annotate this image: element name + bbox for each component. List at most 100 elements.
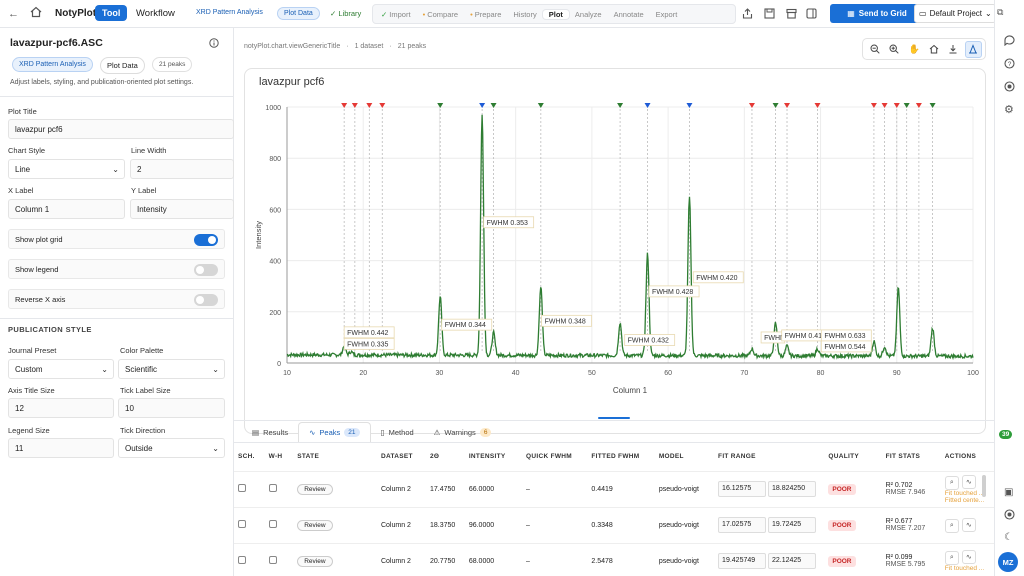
sch-checkbox[interactable] [238, 484, 246, 492]
sidebar-toggle-icon[interactable] [806, 8, 817, 19]
inspect-search-icon[interactable]: ⌕ [944, 551, 959, 566]
col-header[interactable]: FIT STATS [885, 453, 921, 461]
settings-gear-icon[interactable]: ⚙ [1004, 104, 1014, 116]
wh-checkbox[interactable] [268, 520, 277, 528]
reverse-x-toggle[interactable] [194, 294, 218, 306]
refit-pulse-icon[interactable]: ∿ [961, 517, 976, 532]
step-annotate[interactable]: Annotate [608, 10, 650, 19]
col-header[interactable]: MODEL [658, 453, 684, 461]
step-export[interactable]: Export [650, 10, 684, 19]
col-header[interactable]: ACTIONS [944, 453, 977, 461]
table-scrollbar[interactable] [982, 475, 986, 497]
info-icon[interactable] [209, 38, 219, 48]
sch-checkbox[interactable] [238, 556, 246, 565]
fit-range-end[interactable]: 18.824250 [768, 481, 816, 497]
wh-checkbox[interactable] [268, 484, 277, 492]
fit-range-start[interactable]: 17.02575 [718, 517, 767, 533]
legend-size-input[interactable]: 11 [8, 438, 114, 458]
open-external-icon[interactable]: ⧉ [997, 7, 1004, 17]
chip-plot-data[interactable]: Plot Data [100, 57, 145, 74]
review-button[interactable]: Review [297, 519, 333, 531]
line-width-input[interactable]: 2 [130, 159, 234, 179]
xrd-chart[interactable]: 0 200 400 600 800 1000 10 20 30 40 50 60 70 80 90 100 Co… [245, 69, 985, 433]
refit-pulse-icon[interactable]: ∿ [961, 474, 976, 489]
col-header[interactable]: FITTED FWHM [591, 453, 640, 461]
reverse-x-row[interactable]: Reverse X axis [8, 289, 225, 309]
col-header[interactable]: DATASET [380, 453, 413, 461]
wh-checkbox[interactable] [268, 556, 277, 565]
zoom-out-icon[interactable] [866, 41, 883, 58]
tab-results[interactable]: ▤ Results [242, 422, 298, 442]
refit-pulse-icon[interactable]: ∿ [961, 550, 976, 565]
fit-range-end[interactable]: 22.12425 [768, 553, 816, 570]
step-compare[interactable]: • Compare [422, 9, 459, 19]
tool-button[interactable]: Tool [95, 5, 128, 21]
step-import[interactable]: ✓ Import [381, 9, 411, 19]
step-analyze[interactable]: Analyze [569, 10, 608, 19]
col-header[interactable]: 2Θ [430, 453, 440, 461]
y-label-input[interactable]: Intensity [130, 199, 234, 219]
home-icon[interactable] [30, 6, 42, 18]
camera-icon[interactable]: ▣ [1004, 487, 1014, 498]
step-plot[interactable]: Plot [542, 9, 569, 19]
show-legend-row[interactable]: Show legend [8, 259, 225, 279]
avatar[interactable]: MZ [998, 552, 1018, 572]
chart-style-select[interactable]: Line ⌄ [8, 159, 125, 179]
chip-xrd-analysis[interactable]: XRD Pattern Analysis [12, 57, 93, 72]
notification-badge[interactable]: 39 [999, 430, 1013, 439]
inspect-search-icon[interactable]: ⌕ [944, 518, 959, 533]
tick-label-size-input[interactable]: 10 [118, 398, 225, 418]
fit-range-end[interactable]: 19.72425 [768, 517, 816, 533]
fit-range-start[interactable]: 19.425749 [718, 553, 767, 570]
send-to-grid-button[interactable]: ▦ Send to Grid [830, 4, 924, 23]
reset-home-icon[interactable] [925, 41, 942, 58]
show-grid-toggle[interactable] [194, 234, 218, 246]
tab-peaks[interactable]: ∿ Peaks 21 [298, 422, 371, 442]
workflow-button[interactable]: Workflow [136, 8, 175, 19]
plot-title-input[interactable]: lavazpur pcf6 [8, 119, 234, 139]
pill-plot-data[interactable]: Plot Data [277, 7, 320, 20]
color-palette-select[interactable]: Scientific ⌄ [118, 359, 225, 379]
x-label-input[interactable]: Column 1 [8, 199, 125, 219]
share-icon[interactable] [742, 8, 753, 19]
review-button[interactable]: Review [297, 555, 333, 567]
record-icon-2[interactable] [1004, 509, 1015, 520]
table-row[interactable]: Review Column 2 20.7750 68.0000–2.5478 pseud… [234, 542, 994, 576]
review-button[interactable]: Review [297, 483, 333, 495]
tick-direction-select[interactable]: Outside ⌄ [118, 438, 225, 458]
tab-method[interactable]: ▯ Method [371, 422, 424, 442]
peak-marker-icon[interactable] [964, 40, 982, 58]
col-header[interactable]: STATE [297, 453, 320, 461]
inspect-search-icon[interactable]: ⌕ [944, 475, 959, 490]
show-grid-row[interactable]: Show plot grid [8, 229, 225, 249]
axis-title-size-input[interactable]: 12 [8, 398, 114, 418]
col-header[interactable]: SCH. [238, 453, 255, 461]
moon-icon[interactable]: ☾ [1004, 532, 1013, 543]
sch-checkbox[interactable] [238, 520, 246, 528]
fit-range-start[interactable]: 16.12575 [718, 481, 767, 497]
pan-hand-icon[interactable]: ✋ [908, 43, 920, 54]
tab-warnings[interactable]: ⚠ Warnings 6 [424, 422, 502, 442]
help-icon[interactable]: ? [1004, 58, 1015, 69]
col-header[interactable]: INTENSITY [468, 453, 506, 461]
step-history[interactable]: History [507, 10, 542, 19]
record-icon[interactable] [1004, 81, 1015, 92]
col-header[interactable]: FIT RANGE [718, 453, 756, 461]
col-header[interactable]: W-H [268, 453, 283, 461]
download-icon[interactable] [945, 41, 962, 58]
journal-preset-select[interactable]: Custom ⌄ [8, 359, 114, 379]
chat-icon[interactable] [1004, 35, 1015, 46]
zoom-in-icon[interactable] [886, 41, 903, 58]
pill-xrd-analysis[interactable]: XRD Pattern Analysis [196, 9, 263, 16]
back-arrow-icon[interactable]: ← [8, 8, 19, 20]
col-header[interactable]: QUICK FWHM [526, 453, 572, 461]
step-prepare[interactable]: • Prepare [470, 9, 502, 19]
col-header[interactable]: QUALITY [828, 453, 859, 461]
project-selector[interactable]: ▭ Default Project ⌄ [914, 4, 996, 23]
table-row[interactable]: Review Column 2 17.4750 66.0000–0.4419 pseud… [234, 470, 994, 507]
show-legend-toggle[interactable] [194, 264, 218, 276]
panel-resize-handle[interactable] [598, 417, 630, 419]
library-link[interactable]: ✓ Library [330, 9, 362, 18]
archive-icon[interactable] [786, 8, 797, 19]
save-icon[interactable] [764, 8, 775, 19]
